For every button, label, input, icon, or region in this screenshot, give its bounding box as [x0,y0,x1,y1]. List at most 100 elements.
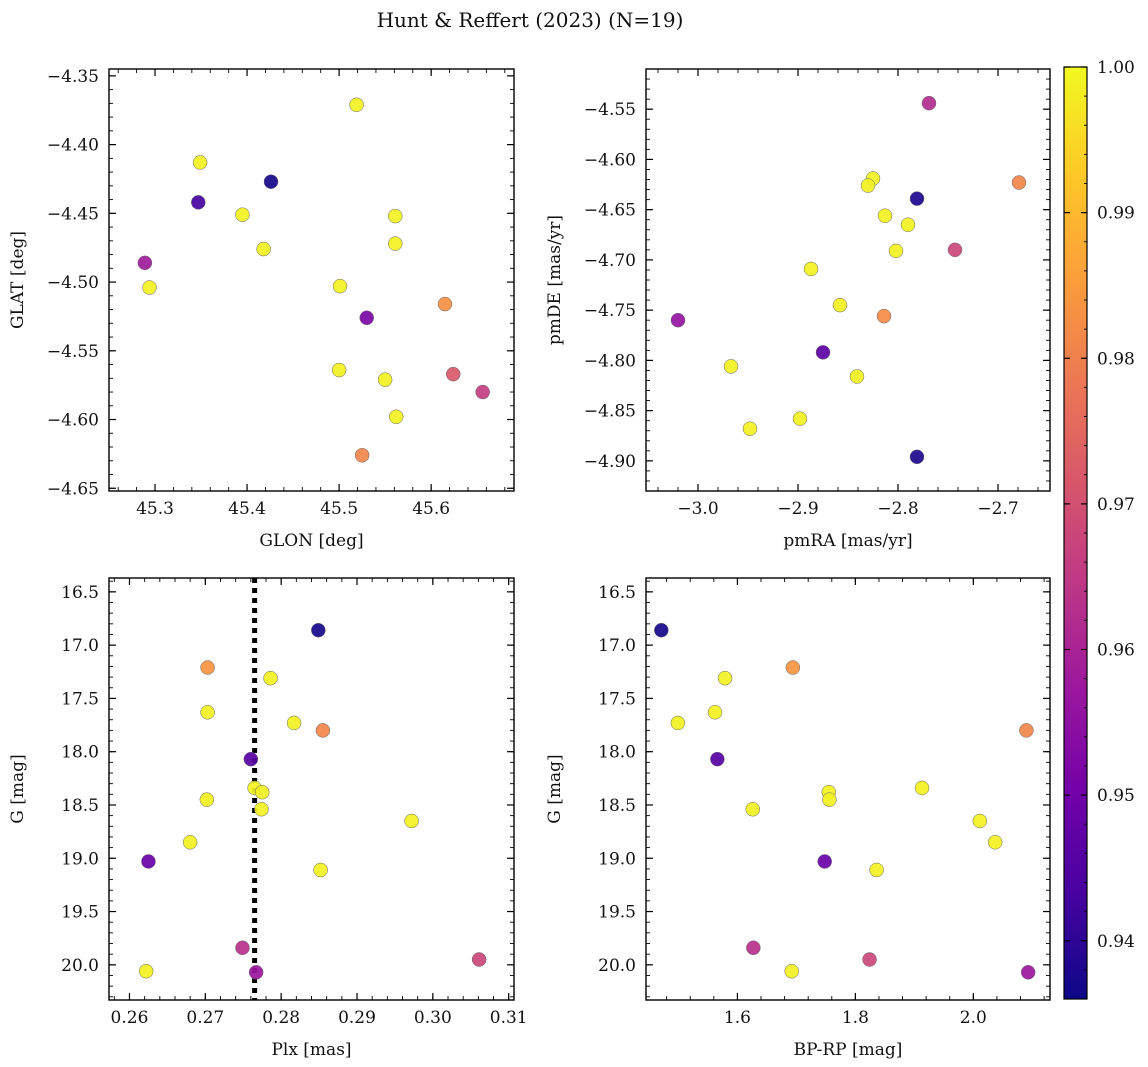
data-point [200,660,215,675]
data-point [670,312,686,328]
data-point [1019,723,1034,738]
data-point [254,801,269,817]
data-point [654,622,669,638]
data-point [785,660,801,675]
data-point [388,409,404,425]
data-point [1020,965,1036,980]
data-point [332,278,348,294]
x-tick-label: −3.0 [677,499,718,519]
data-point [137,255,153,271]
y-tick-label: 20.0 [61,956,99,976]
y-tick-label: 18.0 [598,743,636,763]
axes-frame [645,577,1051,1001]
data-point [822,792,837,807]
y-tick-label: −4.50 [47,273,99,293]
colorbar-gradient [1064,67,1087,999]
y-tick-label: 17.5 [61,689,99,709]
data-point [1011,175,1027,190]
data-point [710,751,725,767]
data-point [256,241,271,257]
y-tick-label: −4.75 [584,301,636,321]
colorbar-tick-label: 0.98 [1097,349,1135,369]
x-axis-label: GLON [deg] [259,531,363,551]
y-tick-label: 19.0 [61,849,99,869]
y-tick-label: −4.60 [47,411,99,431]
data-point [331,362,347,378]
y-tick-label: 17.0 [61,636,99,656]
data-point [388,236,403,251]
data-point [254,784,270,800]
x-tick-label: −2.9 [777,499,818,519]
y-tick-label: −4.60 [584,150,636,170]
data-point [717,670,733,686]
data-point [263,174,279,189]
x-axis-label: BP-RP [mag] [794,1040,903,1060]
y-tick-label: −4.80 [584,351,636,371]
x-tick-label: 1.6 [724,1008,751,1028]
colorbar-tick-label: 0.99 [1097,204,1135,224]
plx-g-panel: 0.26 0.27 0.28 0.29 0.30 0.31 16.5 17.0 17.5 18.0… [8,577,528,1060]
x-tick-label: 0.29 [338,1008,376,1028]
data-point [914,780,930,796]
data-point [446,366,461,382]
data-point [877,208,893,223]
x-tick-label: 0.31 [490,1008,528,1028]
data-point [742,421,758,436]
colorbar-tick-label: 1.00 [1097,58,1135,78]
data-point [437,296,453,312]
y-tick-label: −4.65 [584,201,636,221]
x-tick-label: 1.8 [842,1008,869,1028]
data-point [888,243,904,259]
y-tick-label: −4.70 [584,251,636,271]
y-tick-label: −4.55 [47,342,99,362]
data-point [909,449,925,465]
data-point [745,801,761,817]
data-point [313,862,328,878]
data-point [947,242,963,258]
data-point [869,862,884,878]
colorbar-tick-label: 0.95 [1097,786,1135,806]
y-tick-label: 17.5 [598,689,636,709]
y-tick-label: −4.55 [584,100,636,120]
y-tick-label: 16.5 [598,583,636,603]
x-tick-label: 45.3 [136,499,174,519]
y-tick-label: 19.5 [61,903,99,923]
data-point [377,372,393,387]
data-point [849,369,865,384]
x-axis-label: pmRA [mas/yr] [783,531,912,551]
axes-frame [108,68,515,492]
x-tick-label: 45.6 [412,499,450,519]
y-tick-label: −4.65 [47,479,99,499]
colorbar-tick-label: 0.96 [1097,641,1135,661]
figure-title: Hunt & Reffert (2023) (N=19) [377,8,684,32]
x-tick-label: 0.27 [186,1008,224,1028]
data-point [707,705,723,720]
data-point [862,952,877,967]
data-point [243,751,259,767]
x-tick-label: −2.7 [977,499,1018,519]
data-point [723,359,739,374]
glon-glat-panel: 45.3 45.4 45.5 45.6 −4.35 −4.40 −4.45 −4.50 −4.5… [8,67,515,551]
bprp-g-panel: 1.6 1.8 2.0 16.5 17.0 17.5 18.0 18.5 19.0 19.5 20.… [545,577,1051,1060]
y-tick-label: −4.85 [584,402,636,422]
x-tick-label: 0.30 [414,1008,452,1028]
data-point [200,705,215,720]
y-tick-label: −4.90 [584,452,636,472]
data-point [235,940,250,956]
data-point [817,854,832,869]
y-tick-label: −4.40 [47,136,99,156]
x-tick-label: 0.26 [111,1008,149,1028]
x-tick-label: 45.4 [228,499,266,519]
colorbar-tick-label: 0.94 [1097,932,1135,952]
data-point [311,622,326,638]
data-point [876,308,892,324]
colorbar-tick-label: 0.97 [1097,495,1135,515]
data-point [987,835,1003,850]
y-tick-label: 19.5 [598,903,636,923]
data-point [263,670,278,686]
y-tick-label: 20.0 [598,956,636,976]
data-point [349,97,364,112]
data-point [471,952,487,967]
x-tick-label: 45.5 [320,499,358,519]
